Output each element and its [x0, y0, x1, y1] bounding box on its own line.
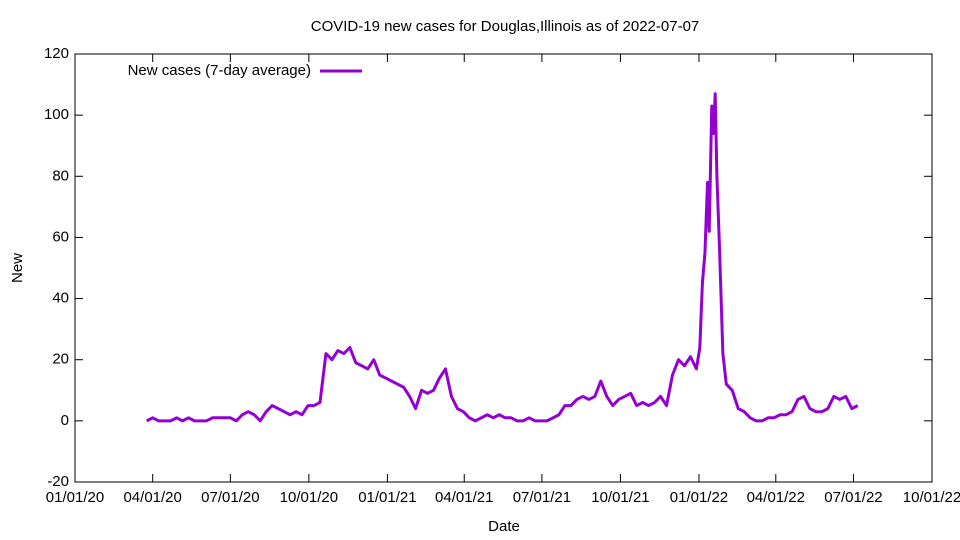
- x-tick-label: 01/01/21: [358, 489, 416, 506]
- y-tick-label: 60: [52, 228, 69, 245]
- y-tick-label: 120: [44, 45, 69, 62]
- y-axis-label: New: [9, 253, 26, 283]
- y-tick-label: 20: [52, 351, 69, 368]
- y-tick-label: 40: [52, 290, 69, 307]
- y-tick-label: 0: [61, 412, 69, 429]
- x-tick-label: 04/01/21: [435, 489, 493, 506]
- x-tick-label: 07/01/20: [201, 489, 259, 506]
- x-tick-label: 04/01/20: [123, 489, 181, 506]
- chart-title: COVID-19 new cases for Douglas,Illinois …: [311, 18, 700, 35]
- data-line: [146, 92, 859, 423]
- plot-frame: [74, 53, 933, 483]
- x-axis-label: Date: [488, 518, 520, 535]
- x-tick-label: 10/01/20: [280, 489, 338, 506]
- legend-label: New cases (7-day average): [128, 62, 311, 79]
- x-tick-label: 10/01/21: [591, 489, 649, 506]
- y-tick-label: -20: [47, 473, 69, 490]
- x-tick-label: 07/01/21: [513, 489, 571, 506]
- x-tick-label: 01/01/22: [670, 489, 728, 506]
- y-tick-label: 100: [44, 106, 69, 123]
- x-tick-label: 04/01/22: [747, 489, 805, 506]
- x-tick-label: 07/01/22: [824, 489, 882, 506]
- x-tick-label: 01/01/20: [46, 489, 104, 506]
- x-tick-label: 10/01/22: [903, 489, 960, 506]
- y-tick-label: 80: [52, 167, 69, 184]
